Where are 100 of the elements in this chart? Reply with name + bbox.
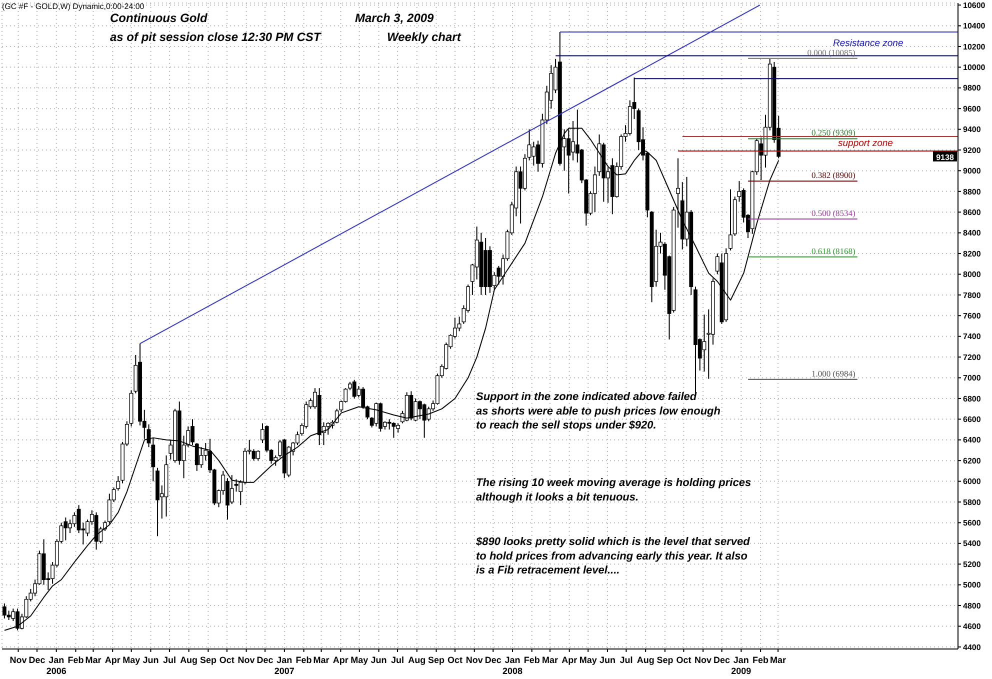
candlestick <box>676 158 680 228</box>
candlestick <box>199 446 204 468</box>
candlestick <box>194 442 199 472</box>
annotation: Weekly chart <box>387 30 462 44</box>
y-tick-label: 7400 <box>963 332 982 342</box>
y-tick-label: 8600 <box>963 208 982 217</box>
candlestick <box>392 422 396 438</box>
x-tick-label: Jan 2009 <box>731 655 752 676</box>
y-tick-label: 7200 <box>963 352 982 362</box>
x-tick-label: Jun <box>142 655 159 665</box>
x-tick-label: May <box>579 655 597 665</box>
annotation: Resistance zone <box>833 38 904 49</box>
x-tick-label: Dec <box>256 655 274 665</box>
text: Continuous Gold <box>110 11 208 25</box>
y-tick-label: 7800 <box>963 290 982 300</box>
candlestick <box>326 422 330 436</box>
x-tick-label: Aug <box>180 655 198 665</box>
x-tick-label: Feb <box>752 655 770 665</box>
candlestick <box>532 141 536 166</box>
candlestick <box>728 188 732 251</box>
series-label: 0.500 (8534) <box>811 208 856 218</box>
y-tick-label: 9200 <box>963 146 982 155</box>
y-tick-label: 4800 <box>963 601 982 610</box>
candlestick <box>396 422 400 434</box>
candlestick <box>527 128 532 161</box>
y-tick-label: 8400 <box>963 228 982 238</box>
x-tick-label: Jul <box>391 655 404 665</box>
x-tick-label: Aug <box>636 655 654 665</box>
candlestick <box>107 493 112 524</box>
annotation: Support in the zone indicated above failed as shorts were able to push prices low enough to reach the sell stops under $920. <box>476 391 721 432</box>
x-tick-label: Jan 2007 <box>274 655 294 676</box>
x-tick-label: Feb <box>296 655 312 665</box>
x-tick-label: Jul <box>162 655 176 665</box>
candlestick <box>230 474 234 505</box>
x-tick-label: Sep <box>200 655 217 665</box>
y-tick-label: 10600 <box>963 0 986 10</box>
x-tick-label: Jan 2008 <box>502 655 523 676</box>
x-tick-label: Mar <box>85 655 102 665</box>
x-tick-label: Jun <box>599 655 616 665</box>
y-tick-label: 5000 <box>963 580 982 590</box>
x-tick-label: Oct <box>219 655 234 665</box>
candlestick <box>76 504 81 534</box>
y-tick-label: 5200 <box>963 560 982 569</box>
x-tick-label: Feb <box>524 655 540 665</box>
y-tick-label: 6400 <box>963 436 982 445</box>
y-tick-label: 8800 <box>963 187 982 196</box>
y-tick-label: 5800 <box>963 498 982 507</box>
y-tick-label: 6800 <box>963 394 982 404</box>
x-tick-label: Mar <box>542 655 558 665</box>
x-tick-label: Sep <box>428 655 446 665</box>
x-tick-label: Jul <box>620 655 633 665</box>
annotation: The rising 10 week moving average is holding prices although it looks a bit tenuous. <box>476 477 752 504</box>
annotation: March 3, 2009 <box>355 11 434 25</box>
candlestick <box>414 398 418 422</box>
y-tick-label: 9800 <box>963 84 982 93</box>
series-label: 1.000 (6984) <box>811 368 856 378</box>
y-tick-label: 5600 <box>963 518 982 528</box>
x-tick-label: Mar <box>313 655 330 665</box>
x-tick-label: May <box>122 655 140 665</box>
series-label: 0.618 (8168) <box>811 246 856 256</box>
candlestick <box>64 517 68 541</box>
series-label: 0.250 (9309) <box>811 128 856 138</box>
y-tick-label: 7600 <box>963 311 982 320</box>
y-tick-label: 10200 <box>963 42 986 52</box>
candlestick <box>256 450 260 462</box>
annotation: support zone <box>838 138 893 149</box>
x-tick-label: Dec <box>28 655 46 665</box>
annotation: 9138 <box>936 152 954 162</box>
x-tick-label: Feb <box>68 655 84 665</box>
y-tick-label: 9400 <box>963 125 982 134</box>
y-tick-label: 6000 <box>963 477 982 486</box>
candlestick <box>352 379 356 399</box>
y-tick-label: 5400 <box>963 539 982 548</box>
y-tick-label: 8200 <box>963 249 982 258</box>
y-tick-label: 10400 <box>963 22 986 31</box>
annotation: (GC #F - GOLD,W) Dynamic,0:00-24:00 <box>2 2 145 11</box>
x-tick-label: May <box>350 655 368 665</box>
y-tick-label: 6200 <box>963 456 982 466</box>
series-label: 0.000 (10085) <box>807 47 856 58</box>
x-tick-label: Mar <box>770 655 787 665</box>
y-tick-label: 9600 <box>963 104 982 114</box>
candlestick <box>252 448 256 462</box>
x-tick-label: Apr <box>332 655 349 665</box>
x-tick-label: Nov <box>466 655 483 665</box>
candlestick <box>422 403 426 438</box>
candlestick <box>702 314 706 372</box>
x-tick-label: Oct <box>676 655 692 665</box>
y-tick-label: 7000 <box>963 374 982 383</box>
candlestick <box>72 512 76 528</box>
x-tick-label: Jan 2006 <box>46 655 66 676</box>
x-tick-label: Nov <box>694 655 712 665</box>
candlestick <box>592 166 597 213</box>
x-tick-label: Nov <box>238 655 255 665</box>
y-tick-label: 4400 <box>963 642 982 652</box>
y-tick-label: 8000 <box>963 270 982 280</box>
y-tick-label: 6600 <box>963 415 982 424</box>
y-tick-label: 4600 <box>963 622 982 632</box>
x-tick-label: Apr <box>104 655 121 665</box>
x-tick-label: Aug <box>408 655 426 665</box>
x-tick-label: Oct <box>448 655 463 665</box>
